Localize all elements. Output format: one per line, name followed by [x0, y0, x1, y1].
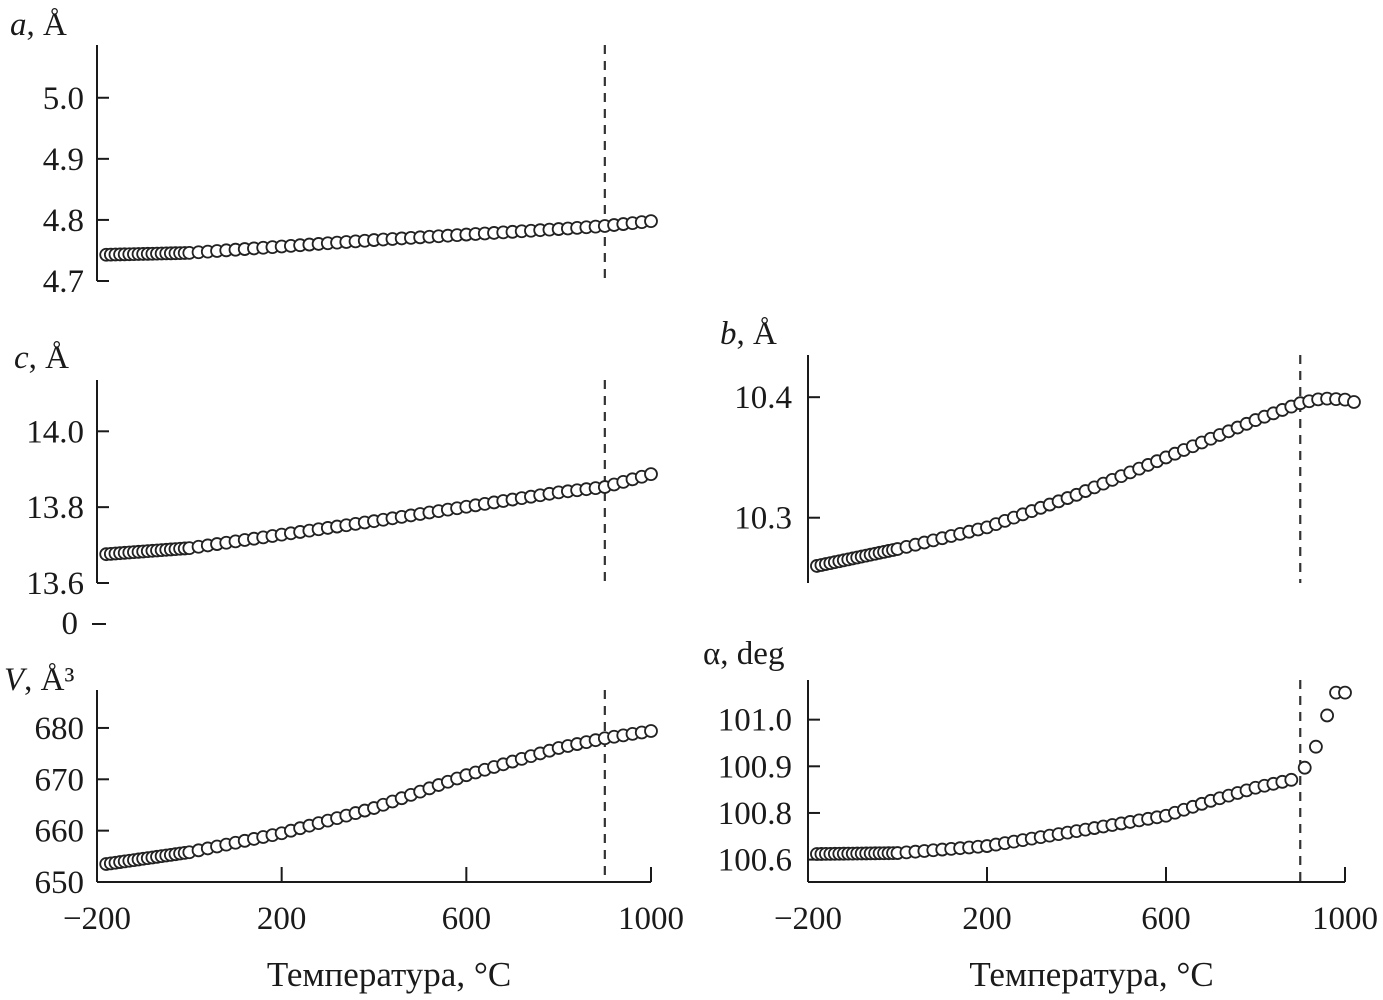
y-tick-label: 650 — [35, 865, 85, 901]
data-point — [1320, 708, 1334, 723]
stray-tick-label: 0 — [62, 606, 79, 642]
y-axis-label-unit: , deg — [720, 636, 784, 672]
x-axis-label: Температура, °C — [267, 955, 511, 994]
data-point — [644, 724, 658, 738]
x-tick-label: 1000 — [618, 901, 684, 937]
panel-c: c, Å 13.6 13.8 14.0 0 — [14, 339, 658, 642]
y-axis-label-var: b — [720, 316, 737, 352]
y-tick-label: 670 — [35, 762, 85, 798]
x-tick-label: −200 — [774, 901, 842, 937]
y-tick-label: 13.6 — [26, 566, 84, 602]
y-tick-label: 680 — [35, 711, 85, 747]
y-tick-label: 4.9 — [43, 142, 84, 178]
x-tick-label: 600 — [442, 901, 492, 937]
y-axis-label-b: b, Å — [720, 315, 777, 352]
data-point — [644, 467, 658, 482]
data-point — [644, 214, 658, 229]
y-tick-label: 660 — [35, 814, 85, 850]
y-tick-label: 100.8 — [718, 796, 792, 832]
panel-alpha: α, deg 100.6 100.8 100.9 101.0 −200 200 600 1000… — [703, 636, 1378, 994]
panel-b: b, Å 10.3 10.4 — [720, 315, 1361, 583]
y-axis-label-var: c — [14, 340, 29, 376]
y-axis-label-unit: , Å — [29, 339, 70, 376]
data-point — [1309, 739, 1323, 754]
data-point — [1347, 395, 1361, 409]
y-axis-label-alpha: α, deg — [703, 636, 784, 672]
y-tick-label: 100.9 — [718, 749, 792, 785]
panel-V: V, Å³ 650 660 670 680 −200 200 600 1000 Температу… — [4, 661, 684, 994]
x-tick-label: 200 — [257, 901, 307, 937]
y-axis-label-V: V, Å³ — [4, 661, 75, 698]
y-tick-label: 101.0 — [718, 703, 792, 739]
y-tick-label: 14.0 — [26, 414, 84, 450]
y-axis-label-var: a — [10, 7, 27, 43]
panel-a: a, Å 4.7 4.8 4.9 5.0 — [10, 6, 658, 300]
y-axis-label-unit: , Å — [737, 315, 778, 352]
y-axis-label-var: α — [703, 636, 720, 672]
y-tick-label: 13.8 — [26, 490, 84, 526]
y-tick-label: 4.7 — [43, 264, 84, 300]
x-tick-label: 1000 — [1312, 901, 1378, 937]
data-point — [1297, 760, 1312, 775]
data-point — [1338, 685, 1352, 700]
y-axis-label-unit: , Å — [27, 6, 68, 43]
y-tick-label: 5.0 — [43, 81, 84, 117]
x-axis-label: Температура, °C — [969, 955, 1213, 994]
y-axis-label-c: c, Å — [14, 339, 69, 376]
y-tick-label: 100.6 — [718, 843, 792, 879]
x-tick-label: −200 — [63, 901, 131, 937]
y-axis-label-a: a, Å — [10, 6, 67, 43]
y-tick-label: 10.3 — [734, 501, 792, 537]
y-axis-label-unit: , Å³ — [24, 661, 74, 698]
x-tick-label: 600 — [1141, 901, 1191, 937]
data-point — [1284, 772, 1299, 787]
y-axis-label-var: V — [4, 662, 28, 698]
x-tick-label: 200 — [962, 901, 1012, 937]
y-tick-label: 10.4 — [734, 380, 792, 416]
y-tick-label: 4.8 — [43, 203, 84, 239]
